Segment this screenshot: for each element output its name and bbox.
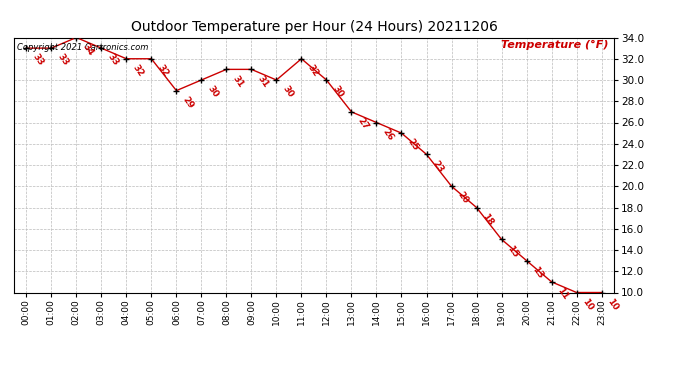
Text: 32: 32 — [130, 63, 145, 78]
Text: 30: 30 — [331, 84, 345, 99]
Text: 15: 15 — [506, 243, 520, 259]
Text: 23: 23 — [431, 159, 445, 174]
Text: 26: 26 — [381, 127, 395, 142]
Text: 33: 33 — [30, 52, 45, 68]
Text: 27: 27 — [355, 116, 371, 132]
Text: 30: 30 — [206, 84, 220, 99]
Text: 10: 10 — [581, 297, 595, 312]
Text: 31: 31 — [255, 74, 270, 89]
Text: 32: 32 — [306, 63, 320, 78]
Text: Temperature (°F): Temperature (°F) — [501, 40, 608, 50]
Text: 30: 30 — [281, 84, 295, 99]
Text: 32: 32 — [155, 63, 170, 78]
Text: 33: 33 — [106, 52, 120, 68]
Text: 29: 29 — [181, 95, 195, 110]
Text: 13: 13 — [531, 265, 545, 280]
Text: 10: 10 — [606, 297, 620, 312]
Title: Outdoor Temperature per Hour (24 Hours) 20211206: Outdoor Temperature per Hour (24 Hours) … — [130, 20, 497, 33]
Text: Copyright 2021 Cartronics.com: Copyright 2021 Cartronics.com — [17, 43, 148, 52]
Text: 20: 20 — [455, 190, 470, 206]
Text: 25: 25 — [406, 137, 420, 153]
Text: 11: 11 — [555, 286, 570, 302]
Text: 34: 34 — [81, 42, 95, 57]
Text: 18: 18 — [481, 211, 495, 227]
Text: 31: 31 — [230, 74, 245, 89]
Text: 33: 33 — [55, 52, 70, 68]
